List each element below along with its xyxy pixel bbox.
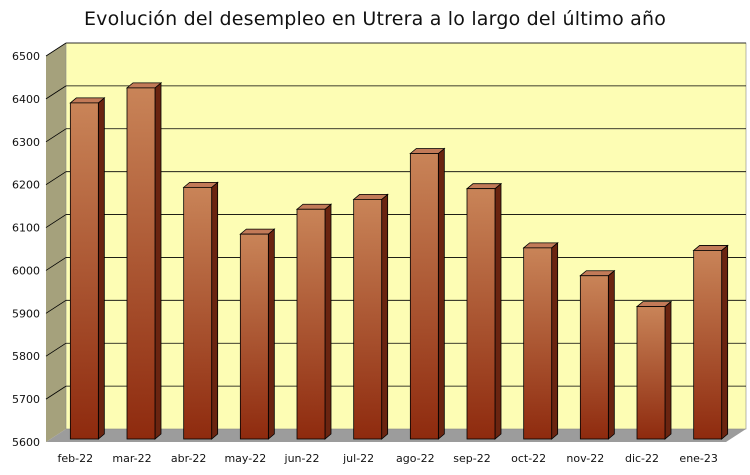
bar-top bbox=[635, 301, 673, 308]
x-tick-label: feb-22 bbox=[58, 452, 94, 465]
x-tick-label: dic-22 bbox=[625, 452, 659, 465]
bar-side bbox=[607, 269, 615, 440]
y-tick-label: 6000 bbox=[12, 264, 40, 277]
bar-top bbox=[182, 181, 219, 188]
bar-side bbox=[97, 97, 105, 440]
bar-top bbox=[522, 242, 559, 249]
bar-side bbox=[381, 193, 389, 440]
bar-top bbox=[352, 193, 389, 200]
y-tick-label: 6500 bbox=[12, 50, 40, 63]
bar-front bbox=[69, 102, 99, 440]
y-tick-label: 5900 bbox=[12, 307, 40, 320]
gridline-side bbox=[45, 257, 67, 271]
bar bbox=[352, 193, 389, 440]
bar-side bbox=[721, 244, 729, 440]
y-tick-label: 6200 bbox=[12, 179, 40, 192]
x-tick-label: mar-22 bbox=[112, 452, 151, 465]
bar-side bbox=[551, 241, 559, 440]
bar bbox=[465, 182, 503, 440]
x-tick-label: abr-22 bbox=[171, 452, 207, 465]
bar-top bbox=[579, 270, 616, 277]
chart-title: Evolución del desempleo en Utrera a lo l… bbox=[83, 8, 667, 30]
x-tick-label: sep-22 bbox=[453, 452, 490, 465]
y-tick-label: 6400 bbox=[12, 93, 40, 106]
bar-side bbox=[267, 228, 275, 440]
bar-top bbox=[465, 183, 503, 190]
bar bbox=[125, 82, 163, 440]
y-tick-label: 5600 bbox=[12, 436, 40, 449]
bar bbox=[522, 241, 559, 440]
bar-side bbox=[437, 147, 445, 440]
bar-top bbox=[239, 228, 276, 235]
gridline-side bbox=[45, 42, 67, 57]
bar-top bbox=[125, 82, 163, 89]
bar-top bbox=[692, 245, 729, 251]
y-tick-label: 5800 bbox=[12, 350, 40, 363]
chart-floor bbox=[46, 429, 746, 442]
bar bbox=[409, 147, 446, 440]
bar-front bbox=[239, 233, 269, 440]
x-tick-label: may-22 bbox=[224, 452, 266, 465]
bar-front bbox=[183, 186, 213, 440]
bar-side bbox=[324, 203, 332, 440]
bar-top bbox=[409, 148, 446, 154]
bar-front bbox=[353, 198, 383, 440]
bar-front bbox=[466, 188, 496, 440]
y-tick-label: 6100 bbox=[12, 222, 40, 235]
y-axis-ticks: 5600 5700 5800 5900 6000 6100 6200 6300 6400 6500 bbox=[12, 50, 40, 449]
bar-front bbox=[636, 306, 666, 440]
y-tick-label: 5700 bbox=[12, 393, 40, 406]
x-tick-label: jul-22 bbox=[342, 452, 374, 465]
gridline-side bbox=[45, 299, 67, 314]
bar-front bbox=[409, 153, 439, 440]
plot-background bbox=[65, 42, 747, 430]
bar-top bbox=[295, 203, 333, 210]
bar-side bbox=[494, 182, 502, 440]
bars bbox=[69, 82, 729, 440]
bar bbox=[239, 228, 276, 440]
gridline-side bbox=[45, 128, 67, 143]
bar-front bbox=[523, 247, 553, 440]
x-tick-label: jun-22 bbox=[284, 452, 320, 465]
y-tick-label: 6300 bbox=[12, 136, 40, 149]
bar-side bbox=[154, 82, 162, 440]
x-tick-label: ene-23 bbox=[679, 452, 717, 465]
bar-side bbox=[211, 181, 219, 440]
x-tick-label: oct-22 bbox=[511, 452, 546, 465]
gridline-side bbox=[45, 214, 67, 228]
chart-side-wall bbox=[46, 43, 66, 442]
bar-top bbox=[69, 97, 106, 104]
x-tick-label: nov-22 bbox=[566, 452, 604, 465]
bar bbox=[182, 181, 219, 440]
bar bbox=[295, 203, 333, 440]
bar bbox=[692, 244, 729, 440]
gridline-side bbox=[45, 342, 67, 357]
gridline-side bbox=[45, 85, 67, 100]
bar-front bbox=[693, 250, 723, 440]
bar bbox=[579, 269, 616, 440]
bar-front bbox=[296, 208, 326, 440]
x-axis-ticks: feb-22 mar-22 abr-22 may-22 jun-22 jul-22 ago-… bbox=[58, 452, 718, 465]
gridlines bbox=[45, 42, 746, 400]
gridline-side bbox=[45, 171, 67, 186]
bar-front bbox=[579, 275, 609, 440]
bar-front bbox=[126, 87, 156, 440]
gridline-side bbox=[45, 385, 67, 400]
bar bbox=[635, 300, 673, 440]
bar bbox=[69, 97, 106, 440]
bar-side bbox=[664, 300, 672, 440]
x-tick-label: ago-22 bbox=[396, 452, 435, 465]
